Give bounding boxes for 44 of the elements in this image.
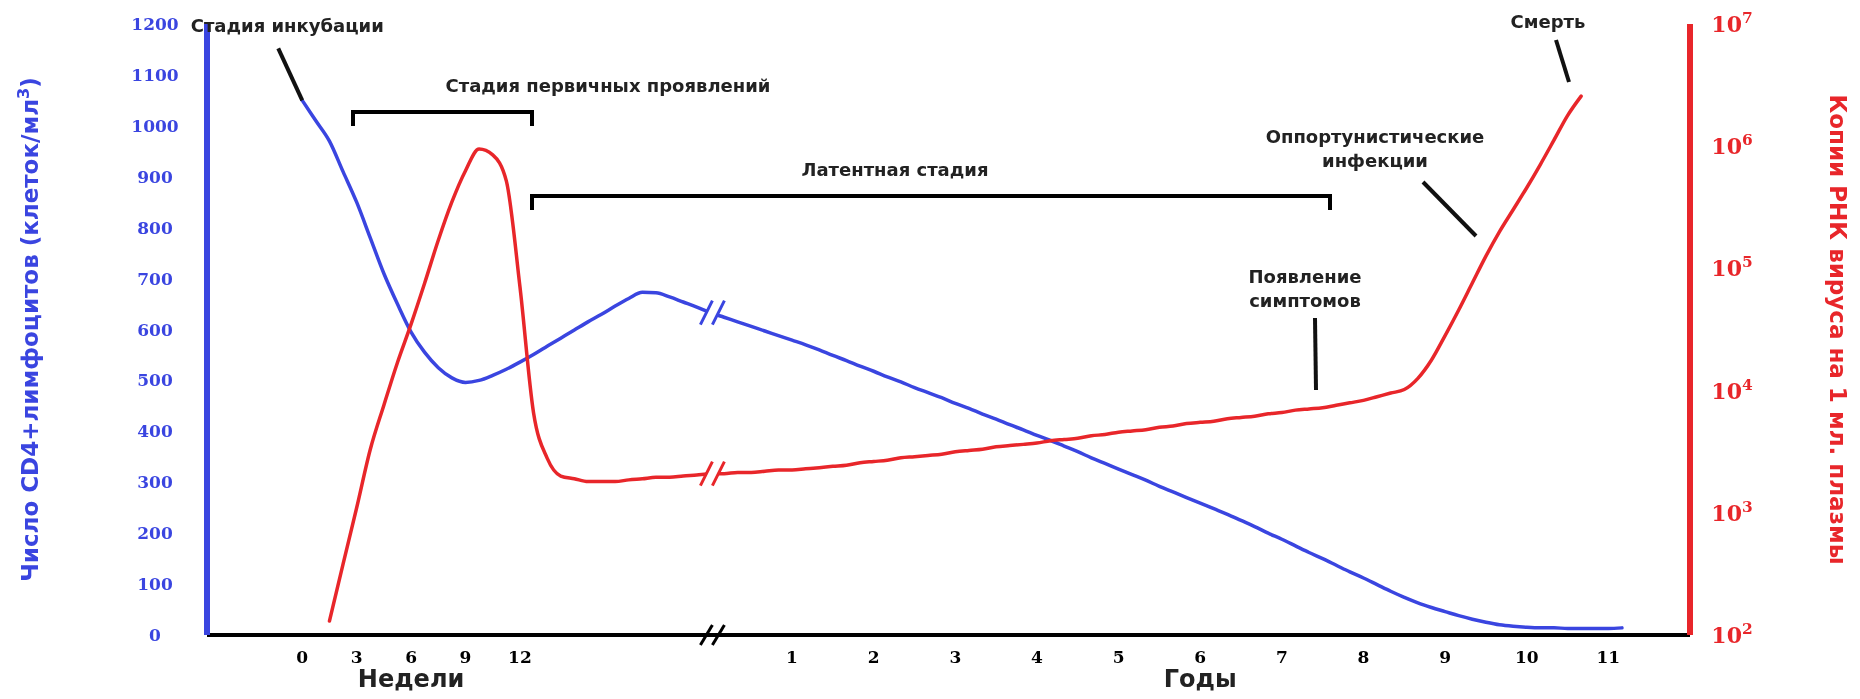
y2-tick-label: 10$^{5}$ xyxy=(1711,253,1753,282)
y-tick-label: 700 xyxy=(137,268,173,289)
y2-tick-label: 10$^{6}$ xyxy=(1711,131,1753,160)
x-tick-label: 6 xyxy=(1194,647,1207,667)
y-tick-label: 800 xyxy=(137,217,173,238)
x-tick-label: 1 xyxy=(786,647,798,667)
y-tick-label: 0 xyxy=(149,625,162,645)
y-tick-label: 100 xyxy=(137,574,173,595)
y2-tick-label: 10$^{3}$ xyxy=(1711,497,1753,526)
x-tick-label: 8 xyxy=(1357,647,1370,667)
text: Годы xyxy=(1163,665,1237,693)
y-tick-label: 1100 xyxy=(131,64,179,85)
annotation: Оппортунистические инфекции xyxy=(1265,126,1485,171)
x-tick-label: 5 xyxy=(1112,647,1125,667)
y-tick-label: 1200 xyxy=(131,14,179,34)
x-tick-label: 7 xyxy=(1275,647,1288,667)
x-tick-label: 3 xyxy=(350,647,363,667)
annotation: Стадия инкубации xyxy=(190,15,384,37)
y-tick-label: 200 xyxy=(137,523,173,544)
y2-axis-title: Копии РНК вируса на 1 мл. плазмы xyxy=(1825,94,1851,565)
y-tick-label: 1000 xyxy=(131,115,179,136)
annotation: Латентная стадия xyxy=(801,159,989,180)
y-tick-label: 300 xyxy=(137,472,173,493)
x-tick-label: 4 xyxy=(1031,647,1044,667)
x-tick-label: 3 xyxy=(949,647,962,667)
annotation: Появление симптомов xyxy=(1248,266,1362,311)
annotation: Стадия первичных проявлений xyxy=(445,75,771,96)
x-tick-label: 0 xyxy=(296,647,309,667)
x-tick-label: 10 xyxy=(1514,647,1539,667)
annotation: Смерть xyxy=(1510,11,1586,32)
x-tick-label: 9 xyxy=(459,647,472,667)
x-axis-title: Недели xyxy=(357,665,465,693)
y2-tick-label: 10$^{7}$ xyxy=(1711,9,1753,37)
x-tick-label: 6 xyxy=(405,647,417,667)
y-tick-label: 900 xyxy=(137,166,173,187)
x-tick-label: 11 xyxy=(1596,647,1621,667)
y-tick-label: 400 xyxy=(137,421,173,442)
x-tick-label: 9 xyxy=(1439,647,1452,667)
y-tick-label: 600 xyxy=(137,319,173,340)
y-tick-label: 500 xyxy=(137,370,173,391)
y2-tick-label: 10$^{4}$ xyxy=(1711,375,1753,404)
x-tick-label: 2 xyxy=(867,647,880,667)
x-tick-label: 12 xyxy=(508,647,532,667)
y2-tick-label: 10$^{2}$ xyxy=(1711,620,1753,648)
